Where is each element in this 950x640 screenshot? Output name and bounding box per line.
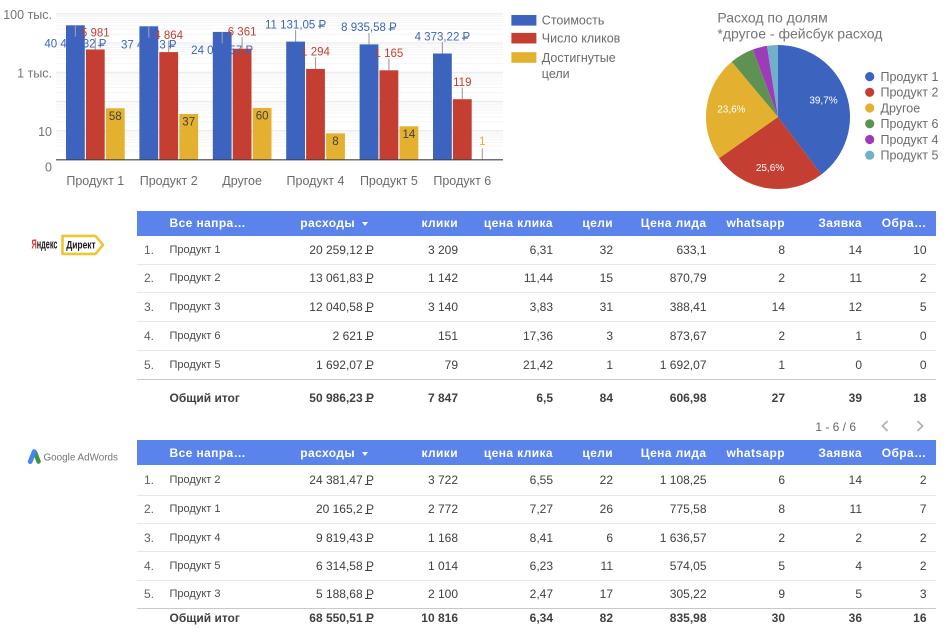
svg-text:Директ: Директ (66, 239, 96, 251)
svg-text:37 412,3 Р: 37 412,3 Р (121, 40, 177, 52)
svg-text:8: 8 (332, 136, 338, 148)
svg-text:Продукт 4: Продукт 4 (881, 133, 939, 147)
svg-text:10: 10 (38, 125, 52, 139)
svg-text:Продукт 5: Продукт 5 (360, 174, 418, 188)
svg-text:цели: цели (542, 67, 570, 81)
svg-text:60: 60 (256, 111, 269, 123)
svg-text:37: 37 (182, 117, 195, 129)
svg-text:Продукт 2: Продукт 2 (881, 86, 939, 100)
svg-text:Продукт 4: Продукт 4 (287, 174, 345, 188)
svg-text:119: 119 (453, 77, 471, 89)
svg-text:Другое: Другое (881, 101, 921, 115)
svg-text:40 453,32 Р: 40 453,32 Р (44, 39, 106, 51)
svg-text:Google AdWords: Google AdWords (44, 452, 119, 463)
svg-text:1 294: 1 294 (301, 47, 330, 59)
svg-text:Продукт 6: Продукт 6 (433, 174, 491, 188)
svg-text:1 тыс.: 1 тыс. (17, 67, 52, 81)
svg-text:Достигнутые: Достигнутые (542, 51, 616, 65)
svg-text:100 тыс.: 100 тыс. (3, 8, 52, 22)
svg-text:Число кликов: Число кликов (542, 32, 621, 46)
svg-text:58: 58 (109, 111, 122, 123)
svg-text:11 131,05 Р: 11 131,05 Р (265, 19, 327, 31)
svg-text:4 864: 4 864 (154, 30, 183, 42)
svg-text:8 935,58 Р: 8 935,58 Р (341, 22, 397, 34)
svg-text:4 373,22 Р: 4 373,22 Р (415, 31, 471, 43)
svg-text:Продукт 1: Продукт 1 (881, 70, 939, 84)
svg-text:14: 14 (403, 129, 416, 141)
svg-text:1 165: 1 165 (375, 48, 404, 60)
svg-text:Другое: Другое (222, 174, 262, 188)
svg-text:Продукт 5: Продукт 5 (881, 149, 939, 163)
svg-text:1: 1 (479, 136, 485, 148)
svg-text:25,6%: 25,6% (756, 163, 784, 174)
svg-text:*другое - фейсбук расход: *другое - фейсбук расход (717, 26, 882, 42)
svg-text:Продукт 2: Продукт 2 (140, 174, 198, 188)
svg-text:6 361: 6 361 (228, 27, 257, 39)
svg-text:Стоимость: Стоимость (542, 14, 605, 28)
svg-text:Продукт 1: Продукт 1 (66, 174, 124, 188)
svg-text:39,7%: 39,7% (809, 96, 837, 107)
svg-text:Яндекс: Яндекс (32, 237, 58, 252)
svg-text:24 036,57 Р: 24 036,57 Р (191, 45, 253, 57)
svg-text:Расход по долям: Расход по долям (717, 9, 827, 25)
svg-text:23,6%: 23,6% (717, 105, 745, 116)
svg-text:Продукт 6: Продукт 6 (881, 117, 939, 131)
svg-text:5 981: 5 981 (81, 27, 110, 39)
svg-text:0: 0 (45, 160, 52, 174)
